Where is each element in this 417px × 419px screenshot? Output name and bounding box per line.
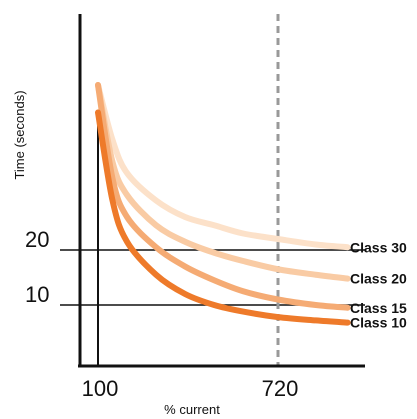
curve-class-30 <box>95 82 351 251</box>
reference-lines <box>60 14 365 366</box>
curve-class-10 <box>95 109 351 326</box>
x-tick-720: 720 <box>262 376 299 401</box>
axes <box>78 14 365 368</box>
legend-class-10: Class 10 <box>350 315 407 331</box>
legend-class-15: Class 15 <box>350 300 407 316</box>
curve-class-15 <box>95 82 351 311</box>
y-axis-label: Time (seconds) <box>12 90 27 179</box>
legend-class-30: Class 30 <box>350 239 407 255</box>
y-tick-10: 10 <box>25 282 49 307</box>
legend-class-20: Class 20 <box>350 271 407 287</box>
curves <box>95 82 351 326</box>
x-axis-label: % current <box>164 402 220 417</box>
tick-labels: 10 20 100 720 <box>25 227 298 401</box>
x-tick-100: 100 <box>82 376 119 401</box>
y-tick-20: 20 <box>25 227 49 252</box>
curve-class-20 <box>95 82 351 282</box>
